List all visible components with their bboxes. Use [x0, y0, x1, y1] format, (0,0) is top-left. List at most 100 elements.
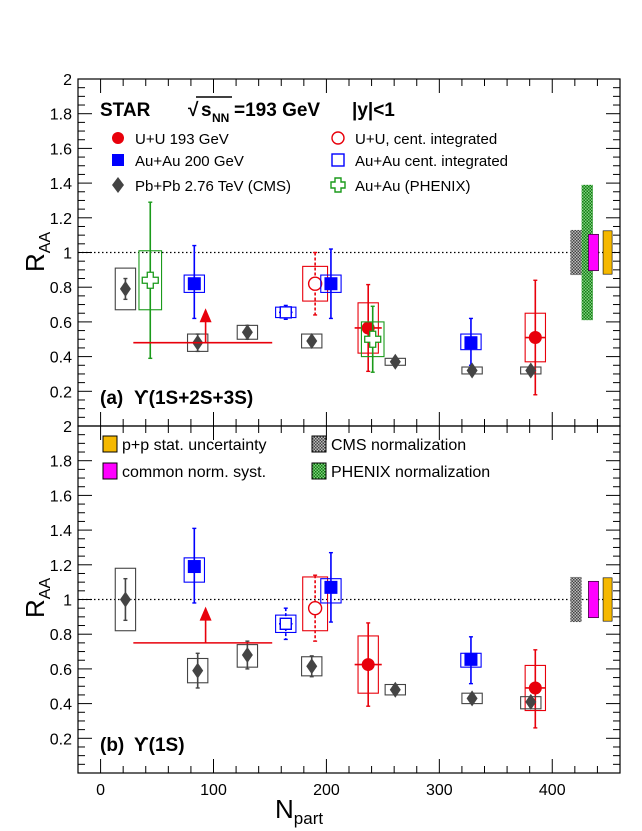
systematic-box: [114, 267, 137, 311]
data-point: [528, 331, 542, 345]
legend-swatch-cms-norm: [311, 435, 327, 453]
legend-label-cms: Pb+Pb 2.76 TeV (CMS): [135, 178, 291, 195]
x-tick-label: 0: [96, 782, 105, 799]
cms-normalization-band: [570, 576, 582, 623]
panel-top: 0.2 0.4 0.6 0.8 1 1.2 1.4 1.6 1.8 2: [50, 72, 621, 427]
data-point: [241, 324, 253, 341]
data-point: [192, 662, 204, 679]
x-axis-title: Npart: [275, 794, 323, 828]
rapidity-label: |y|<1: [352, 100, 395, 121]
data-point: [464, 336, 478, 350]
data-point: [307, 276, 323, 291]
y-tick-label: 0.4: [50, 350, 72, 367]
y-tick-label: 0.6: [50, 315, 72, 332]
y-axis-title-top: RAA: [20, 232, 54, 272]
y-tick-label: 0.2: [50, 731, 72, 748]
panel-a-state: ϒ(1S+2S+3S): [134, 388, 253, 409]
legend-label-auau: Au+Au 200 GeV: [135, 153, 244, 170]
pp-stat-uncertainty-band: [602, 577, 613, 622]
energy-nn-subscript: NN: [212, 111, 229, 125]
energy-sqrt-symbol: √: [188, 100, 199, 121]
x-tick-label: 100: [200, 782, 227, 799]
data-point: [307, 600, 323, 616]
y-tick-label: 1.2: [50, 211, 72, 228]
y-tick-label: 1.8: [50, 107, 72, 124]
panel-b-state: ϒ(1S): [134, 735, 185, 756]
y-tick-label: 0.2: [50, 384, 72, 401]
data-point: [466, 690, 478, 707]
x-tick-label: 200: [313, 782, 340, 799]
legend-label-phenix: Au+Au (PHENIX): [355, 178, 470, 195]
data-point: [306, 332, 318, 349]
y-tick-label: 1: [63, 246, 72, 263]
y-tick-label: 1.2: [50, 558, 72, 575]
data-point: [525, 362, 537, 379]
data-point: [324, 277, 338, 291]
data-point: [361, 658, 375, 672]
legend-label-auau-integrated: Au+Au cent. integrated: [355, 153, 508, 170]
y-tick-label: 1.8: [50, 454, 72, 471]
x-tick-label: 300: [426, 782, 453, 799]
legend-marker-auau-integrated: [331, 153, 345, 167]
legend-label-pp: p+p stat. uncertainty: [122, 437, 267, 454]
systematic-box: [114, 567, 137, 632]
data-point: [389, 681, 401, 698]
data-point: [464, 652, 478, 666]
data-point: [187, 560, 201, 574]
y-axis-title-bottom: RAA: [20, 578, 54, 618]
legend-bottom: p+p stat. uncertainty CMS normalization …: [102, 435, 490, 481]
energy-s-label: s: [201, 100, 212, 121]
data-point: [141, 271, 159, 289]
data-point: [324, 580, 338, 594]
y-tick-label: 1: [63, 593, 72, 610]
legend-marker-uu-integrated: [331, 131, 345, 145]
upper-limit-arrow: [199, 308, 212, 323]
y-tick-label: 0.6: [50, 662, 72, 679]
experiment-label: STAR: [100, 100, 151, 121]
y-tick-label: 0.8: [50, 627, 72, 644]
y-tick-label: 1.6: [50, 488, 72, 505]
pp-stat-uncertainty-band: [602, 230, 613, 275]
data-point: [466, 362, 478, 379]
phenix-normalization-band: [581, 184, 593, 321]
legend-marker-auau: [112, 154, 124, 166]
legend-label-common-norm: common norm. syst.: [122, 464, 266, 481]
data-point: [241, 647, 253, 664]
energy-value: =193 GeV: [234, 100, 320, 121]
data-point: [306, 658, 318, 675]
y-tick-label: 1.4: [50, 176, 72, 193]
legend-swatch-pp: [102, 435, 118, 453]
legend-label-phenix-norm: PHENIX normalization: [331, 464, 490, 481]
legend-label-uu-integrated: U+U, cent. integrated: [355, 131, 497, 148]
data-point: [279, 617, 292, 630]
y-tick-label: 0.4: [50, 697, 72, 714]
legend-swatch-phenix-norm: [311, 462, 327, 480]
common-normalization-band: [588, 233, 599, 272]
data-point: [279, 306, 292, 319]
y-tick-label: 0.8: [50, 280, 72, 297]
legend-top: U+U 193 GeV U+U, cent. integrated Au+Au …: [112, 131, 508, 195]
y-tick-label: 1.6: [50, 141, 72, 158]
data-point: [364, 330, 382, 348]
common-normalization-band: [588, 580, 599, 619]
panel-bottom: 0.2 0.4 0.6 0.8 1 1.2 1.4 1.6 1.8 2 0 100 200 300 400: [50, 419, 621, 799]
panel-a-prefix: (a): [100, 388, 123, 409]
data-point: [119, 591, 131, 608]
y-tick-label: 1.4: [50, 523, 72, 540]
data-point: [119, 280, 131, 297]
data-point: [525, 693, 537, 710]
cms-normalization-band: [570, 229, 582, 276]
y-tick-label: 2: [63, 72, 72, 89]
data-point: [528, 681, 542, 695]
legend-marker-cms: [112, 177, 124, 193]
legend-marker-phenix: [330, 177, 346, 193]
upper-limit-arrow: [199, 606, 212, 621]
data-point: [187, 277, 201, 291]
data-point: [389, 353, 401, 370]
y-tick-label: 2: [63, 419, 72, 436]
panel-b-prefix: (b): [100, 735, 124, 756]
legend-marker-uu: [112, 132, 124, 144]
legend-label-uu: U+U 193 GeV: [135, 131, 229, 148]
x-tick-label: 400: [539, 782, 566, 799]
